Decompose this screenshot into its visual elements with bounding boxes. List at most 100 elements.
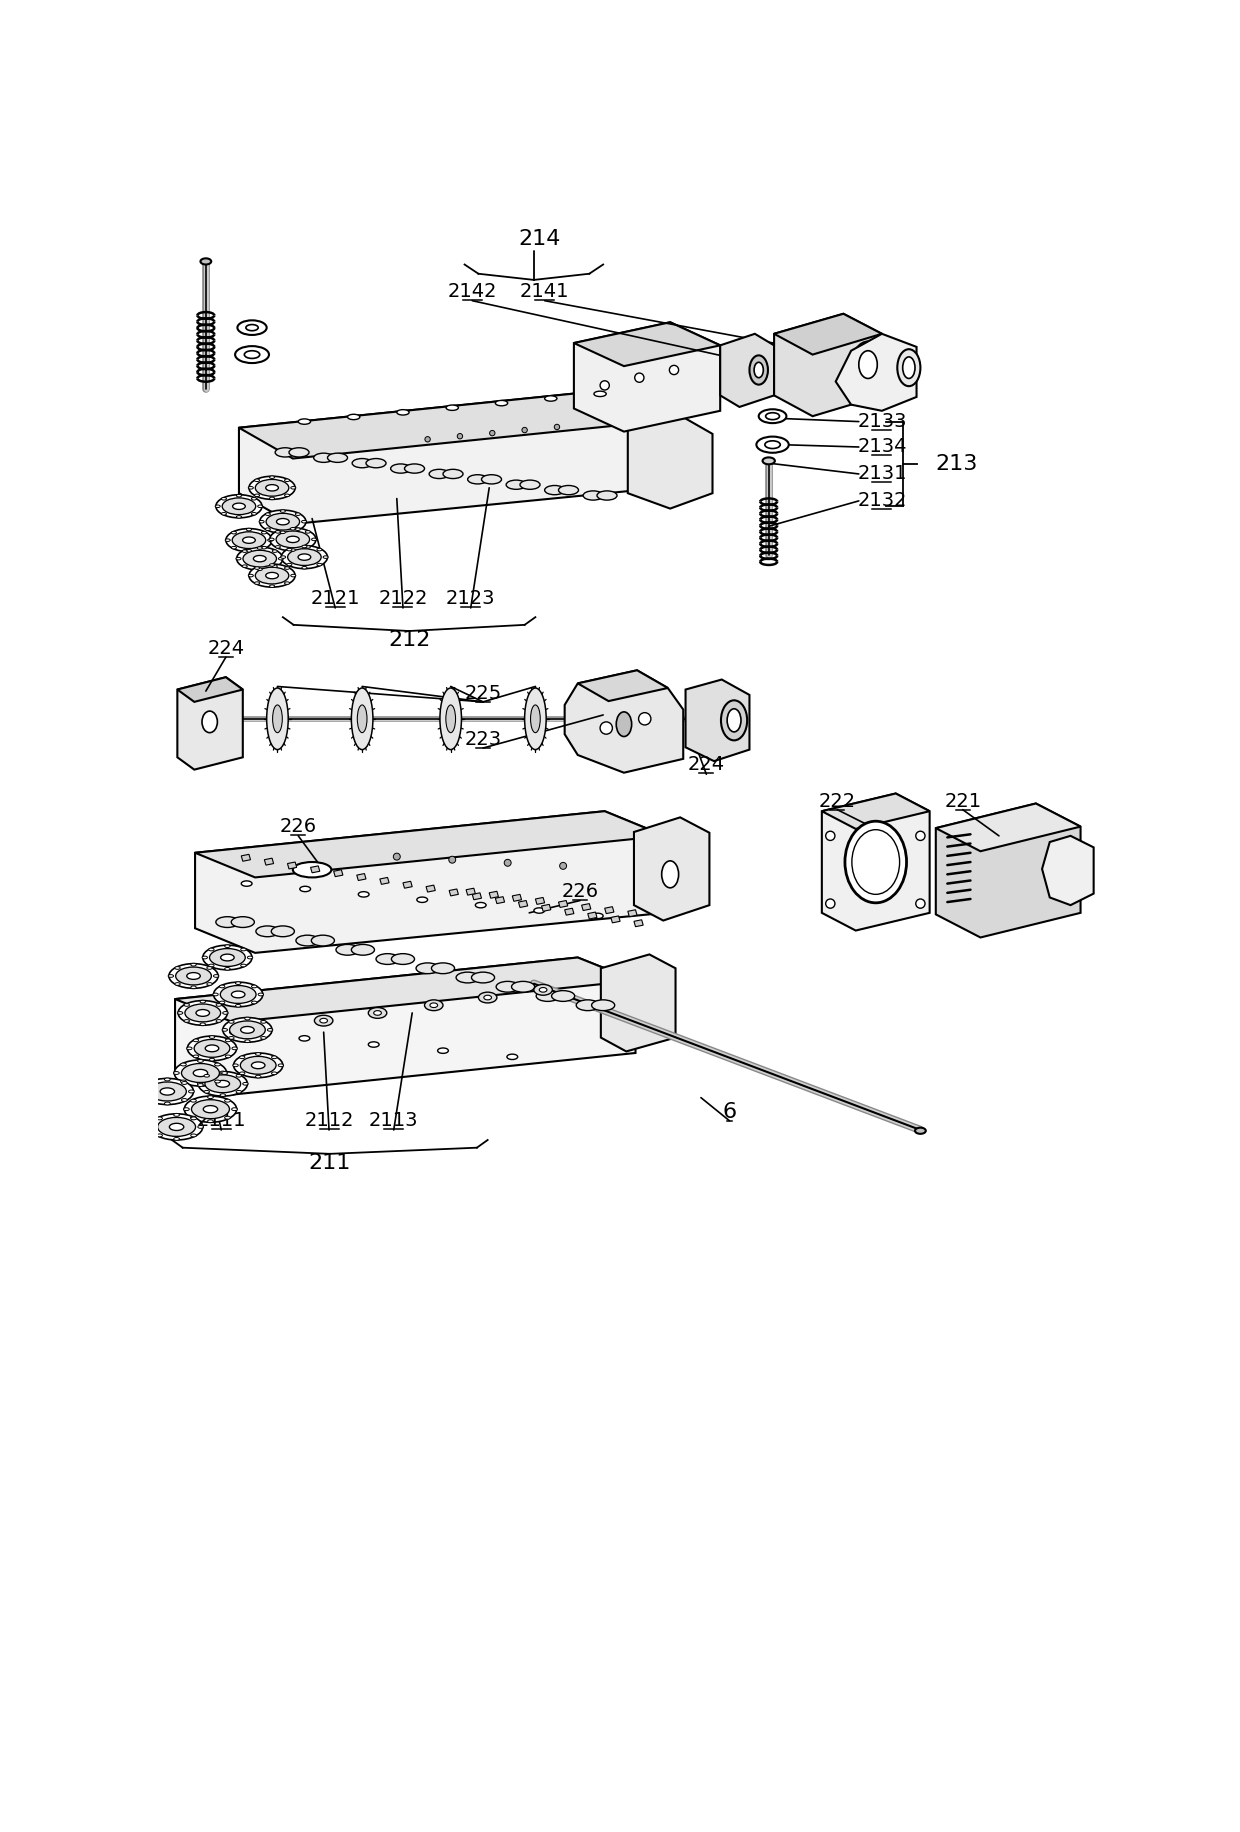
Ellipse shape — [290, 550, 295, 551]
Ellipse shape — [317, 564, 322, 566]
Ellipse shape — [216, 506, 221, 507]
Ellipse shape — [216, 1004, 222, 1006]
Ellipse shape — [299, 420, 310, 425]
Ellipse shape — [284, 583, 290, 584]
Ellipse shape — [207, 1119, 213, 1123]
Ellipse shape — [185, 1004, 221, 1022]
Text: 2123: 2123 — [446, 590, 496, 608]
Polygon shape — [774, 313, 882, 416]
Ellipse shape — [257, 568, 263, 570]
Polygon shape — [634, 920, 644, 927]
Ellipse shape — [368, 1008, 387, 1019]
Ellipse shape — [475, 903, 486, 909]
Ellipse shape — [229, 1020, 265, 1039]
Text: 223: 223 — [465, 731, 502, 749]
Polygon shape — [822, 793, 930, 931]
Ellipse shape — [305, 531, 310, 533]
Text: 226: 226 — [280, 817, 316, 835]
Polygon shape — [177, 678, 243, 702]
Ellipse shape — [219, 1072, 226, 1074]
Ellipse shape — [286, 564, 291, 566]
Polygon shape — [774, 313, 882, 355]
Ellipse shape — [278, 1064, 284, 1066]
Ellipse shape — [223, 1011, 228, 1015]
Ellipse shape — [193, 1039, 198, 1042]
Polygon shape — [175, 958, 635, 1022]
Ellipse shape — [181, 1081, 187, 1085]
Ellipse shape — [288, 550, 321, 566]
Polygon shape — [310, 867, 320, 872]
Ellipse shape — [224, 945, 231, 947]
Ellipse shape — [222, 513, 227, 515]
Polygon shape — [242, 854, 250, 861]
Ellipse shape — [265, 513, 270, 515]
Ellipse shape — [236, 1004, 241, 1008]
Ellipse shape — [228, 1037, 234, 1039]
Polygon shape — [574, 322, 720, 366]
Ellipse shape — [206, 1044, 218, 1052]
Text: 2142: 2142 — [448, 282, 497, 300]
Ellipse shape — [765, 412, 780, 420]
Polygon shape — [720, 333, 774, 407]
Ellipse shape — [243, 550, 277, 568]
Ellipse shape — [284, 566, 290, 570]
Ellipse shape — [260, 1037, 267, 1039]
Ellipse shape — [440, 689, 461, 749]
Polygon shape — [611, 916, 620, 923]
Ellipse shape — [254, 566, 259, 570]
Ellipse shape — [184, 1108, 190, 1110]
Ellipse shape — [272, 1072, 277, 1075]
Ellipse shape — [852, 830, 899, 894]
Ellipse shape — [506, 480, 526, 489]
Polygon shape — [490, 892, 498, 898]
Polygon shape — [536, 898, 544, 905]
Ellipse shape — [241, 1026, 254, 1033]
Ellipse shape — [200, 1000, 206, 1002]
Ellipse shape — [224, 1116, 231, 1119]
Ellipse shape — [254, 478, 259, 482]
Text: 2133: 2133 — [857, 412, 906, 431]
Ellipse shape — [244, 1017, 250, 1020]
Polygon shape — [466, 889, 475, 896]
Ellipse shape — [594, 392, 606, 396]
Ellipse shape — [191, 1099, 196, 1103]
Ellipse shape — [351, 945, 374, 954]
Ellipse shape — [277, 518, 289, 524]
Ellipse shape — [270, 528, 316, 551]
Ellipse shape — [317, 548, 322, 551]
Circle shape — [916, 900, 925, 909]
Ellipse shape — [429, 469, 449, 478]
Ellipse shape — [284, 478, 290, 482]
Ellipse shape — [591, 1000, 615, 1011]
Ellipse shape — [213, 975, 219, 976]
Ellipse shape — [534, 909, 544, 912]
Ellipse shape — [290, 487, 296, 489]
Ellipse shape — [197, 1083, 203, 1085]
Polygon shape — [449, 889, 459, 896]
Ellipse shape — [232, 546, 237, 550]
Circle shape — [635, 374, 644, 383]
Circle shape — [505, 859, 511, 867]
Circle shape — [559, 863, 567, 870]
Circle shape — [600, 381, 609, 390]
Ellipse shape — [195, 1039, 229, 1057]
Ellipse shape — [169, 975, 174, 976]
Ellipse shape — [275, 447, 295, 456]
Polygon shape — [175, 958, 635, 1094]
Ellipse shape — [311, 539, 316, 540]
Circle shape — [826, 900, 835, 909]
Ellipse shape — [300, 887, 310, 892]
Ellipse shape — [269, 584, 274, 588]
Text: 2121: 2121 — [310, 590, 360, 608]
Ellipse shape — [236, 1090, 242, 1094]
Ellipse shape — [247, 550, 252, 551]
Polygon shape — [195, 812, 665, 878]
Ellipse shape — [254, 583, 259, 584]
Polygon shape — [264, 857, 274, 865]
Ellipse shape — [210, 949, 246, 967]
Ellipse shape — [226, 1039, 231, 1042]
Ellipse shape — [165, 1077, 170, 1081]
Ellipse shape — [216, 495, 262, 518]
Ellipse shape — [467, 474, 487, 484]
Ellipse shape — [215, 1063, 221, 1066]
